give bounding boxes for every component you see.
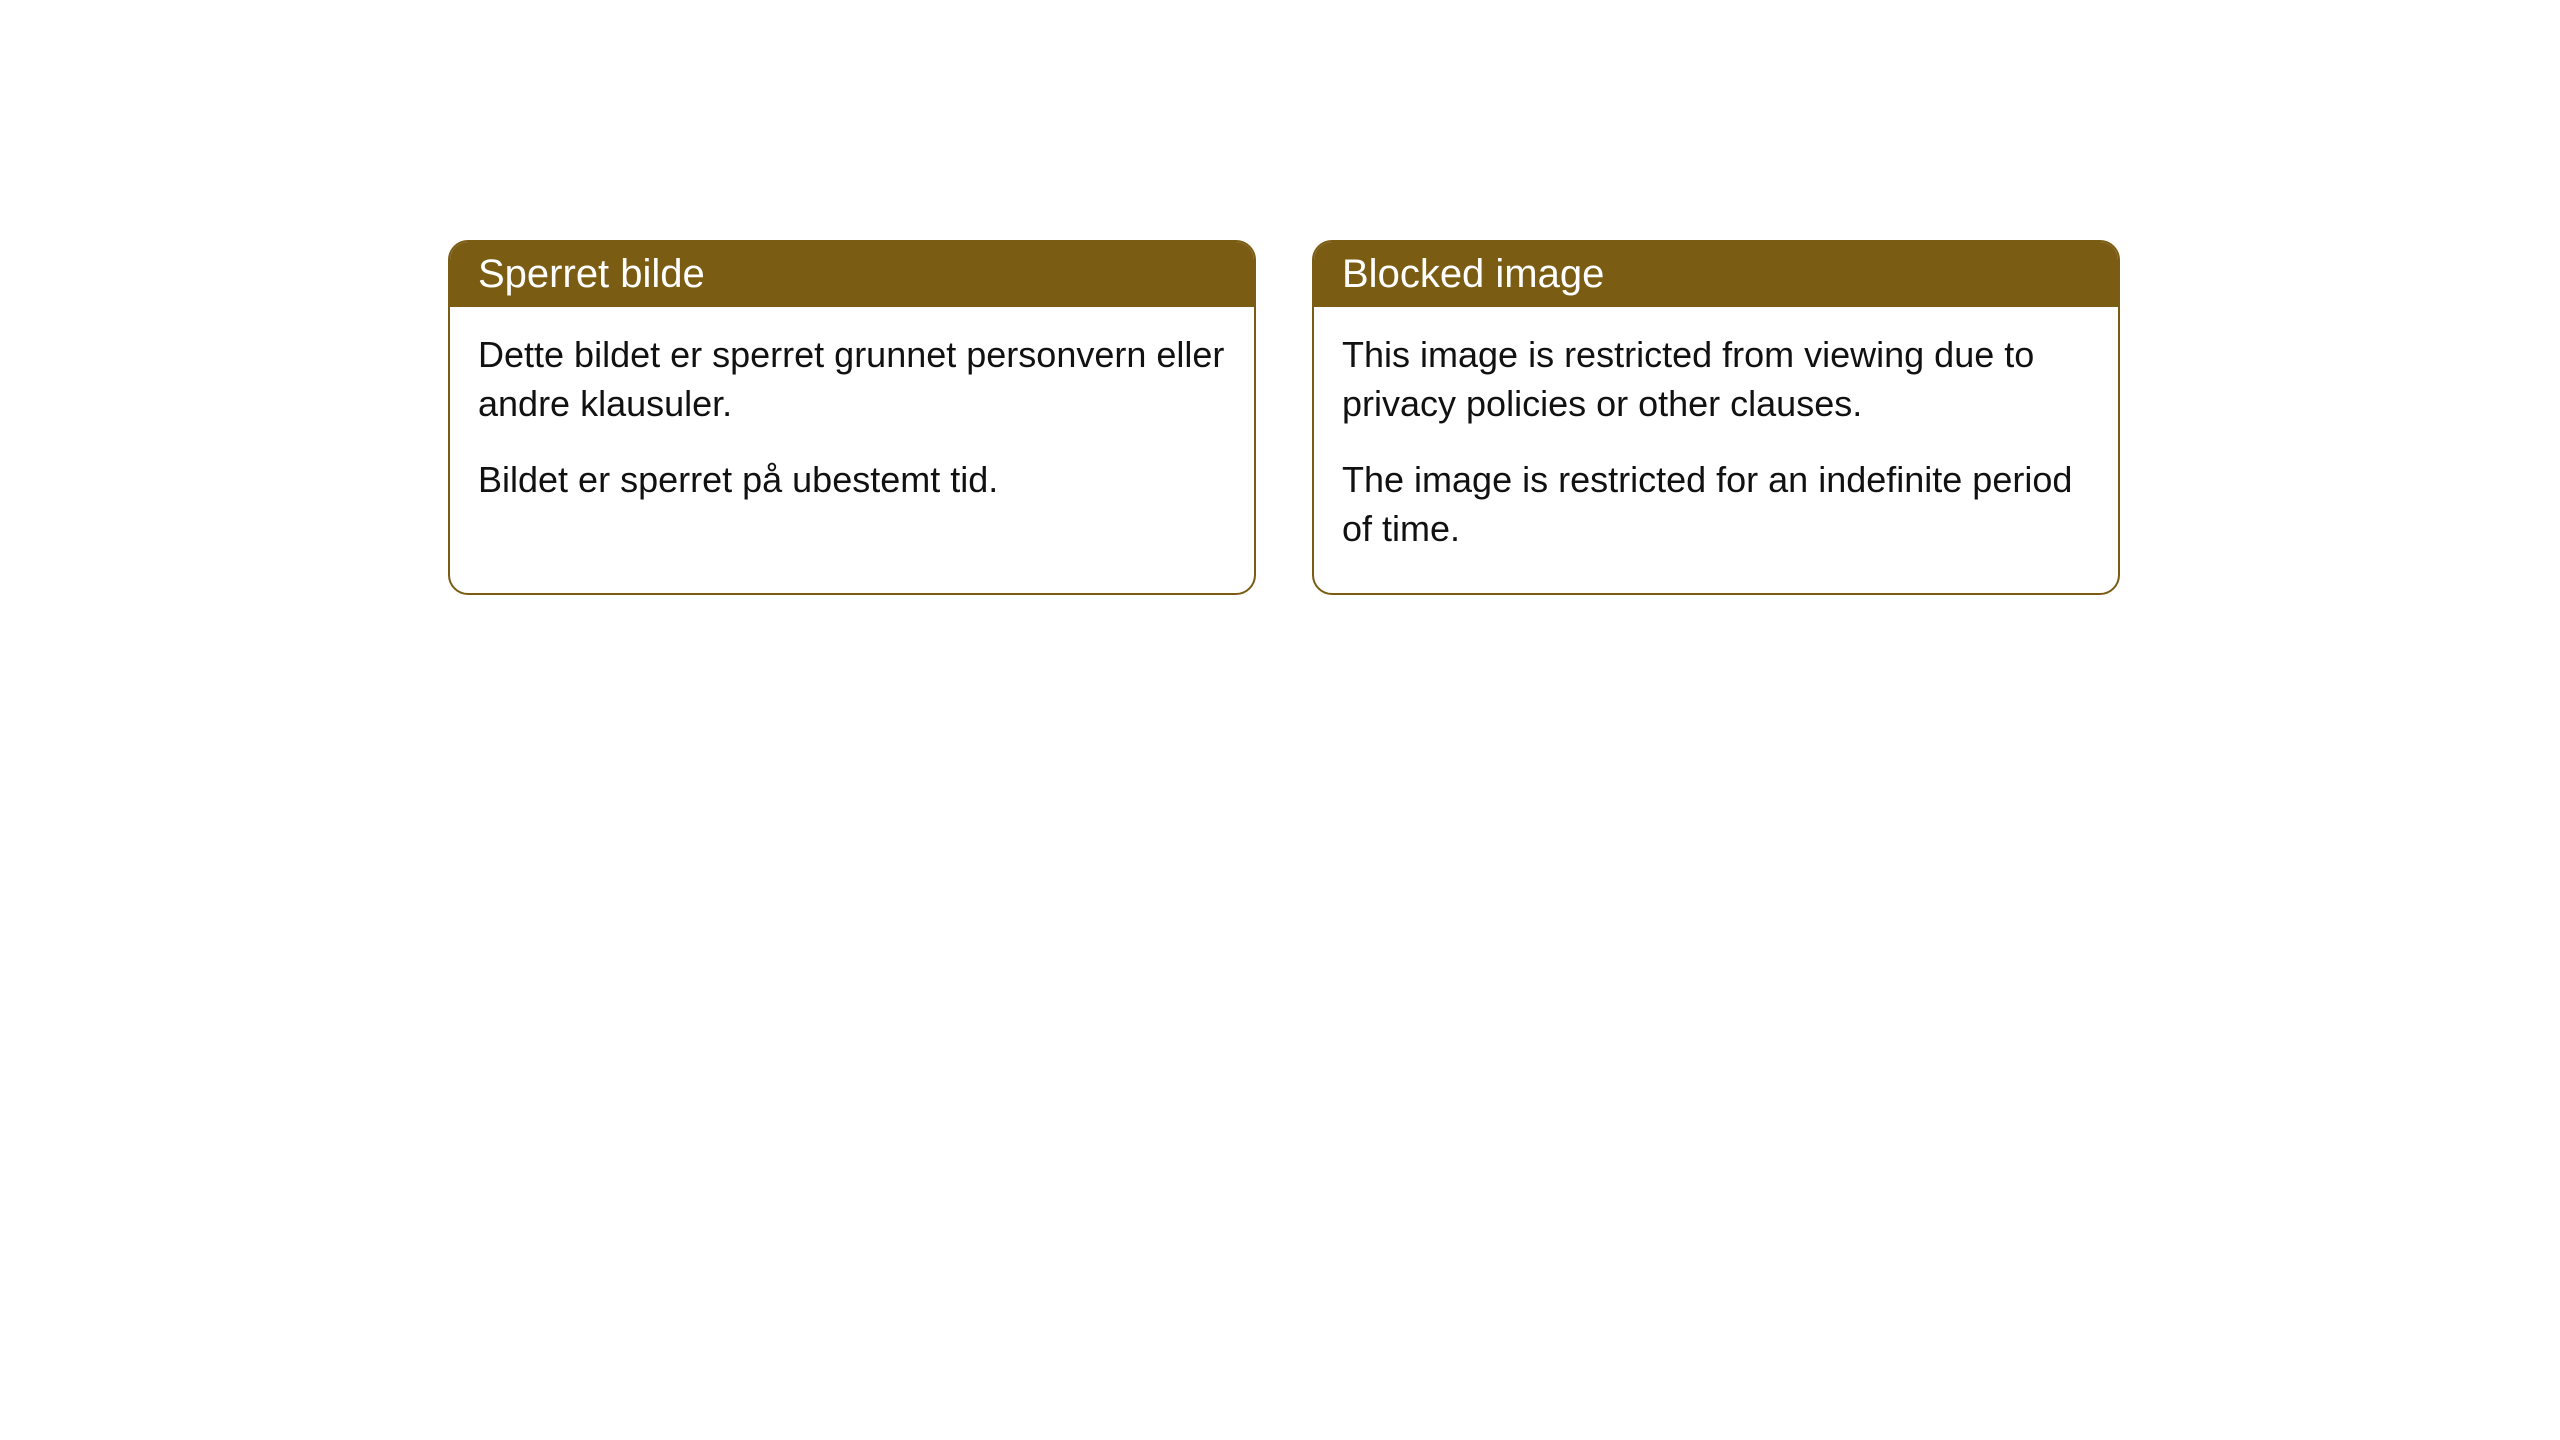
card-header: Blocked image (1314, 242, 2118, 307)
card-paragraph: The image is restricted for an indefinit… (1342, 456, 2090, 553)
cards-container: Sperret bilde Dette bildet er sperret gr… (448, 240, 2120, 595)
card-paragraph: Bildet er sperret på ubestemt tid. (478, 456, 1226, 505)
card-body: This image is restricted from viewing du… (1314, 307, 2118, 593)
card-blocked-image-no: Sperret bilde Dette bildet er sperret gr… (448, 240, 1256, 595)
card-paragraph: This image is restricted from viewing du… (1342, 331, 2090, 428)
card-blocked-image-en: Blocked image This image is restricted f… (1312, 240, 2120, 595)
card-paragraph: Dette bildet er sperret grunnet personve… (478, 331, 1226, 428)
card-body: Dette bildet er sperret grunnet personve… (450, 307, 1254, 545)
card-header: Sperret bilde (450, 242, 1254, 307)
